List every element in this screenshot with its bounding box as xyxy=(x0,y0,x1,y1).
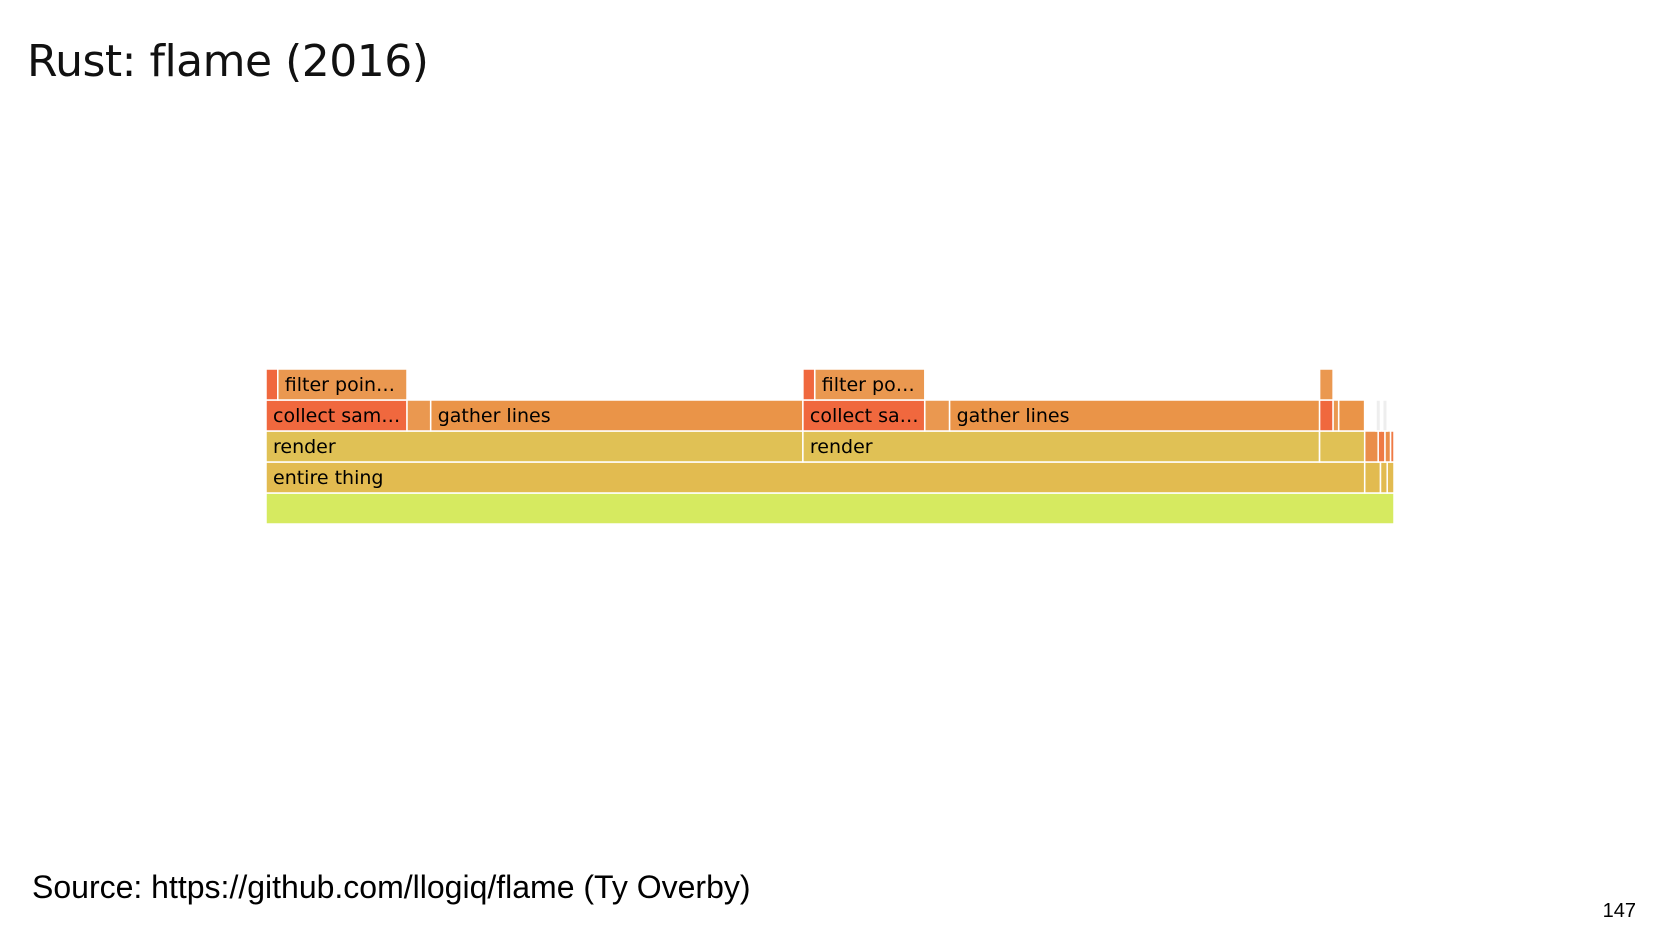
flame-frame-rect xyxy=(1318,399,1334,432)
flame-frame-label: collect sa… xyxy=(810,405,919,427)
flame-frame-small-l1-a[interactable] xyxy=(1363,461,1382,494)
flame-frame-label: gather lines xyxy=(957,405,1070,427)
flame-frame-small-l3-b[interactable] xyxy=(1332,399,1340,432)
flame-frame-rect xyxy=(1384,430,1392,463)
flame-frame-label: render xyxy=(273,436,336,458)
flame-frame-rect xyxy=(265,430,804,463)
flame-frame-label: render xyxy=(810,436,873,458)
flame-frame-rect xyxy=(802,399,926,432)
flame-frame-rect xyxy=(1381,399,1388,432)
flame-frame-rect xyxy=(802,430,1321,463)
flame-frame-gap-1[interactable] xyxy=(406,399,432,432)
flame-frame-rect xyxy=(1379,461,1389,494)
flame-frame-small-l3-c[interactable] xyxy=(1337,399,1366,432)
flame-frame-filter-1-stub[interactable] xyxy=(265,368,279,401)
flame-frame-rect xyxy=(1363,461,1382,494)
flame-frame-label: filter poin… xyxy=(285,374,395,396)
flame-frame-filter-1[interactable]: filter poin… xyxy=(277,368,408,401)
flame-frame-small-l4-a[interactable] xyxy=(1318,368,1334,401)
flame-frame-rect xyxy=(1332,399,1340,432)
flame-frame-rect xyxy=(265,492,1395,525)
flame-frame-rect xyxy=(924,399,951,432)
flame-frame-entire-thing[interactable]: entire thing xyxy=(265,461,1366,494)
flame-frame-small-l2-b[interactable] xyxy=(1363,430,1379,463)
flame-frame-label: filter po… xyxy=(822,374,915,396)
flame-frame-label: entire thing xyxy=(273,467,383,489)
flame-frame-rect xyxy=(1386,461,1395,494)
flame-frame-small-l3-e[interactable] xyxy=(1381,399,1388,432)
flame-frame-small-l2-a[interactable] xyxy=(1318,430,1366,463)
flame-frame-label: collect sam… xyxy=(273,405,400,427)
flame-frame-rect xyxy=(265,461,1366,494)
flame-frame-gather-2[interactable]: gather lines xyxy=(948,399,1321,432)
flame-frame-render-1[interactable]: render xyxy=(265,430,804,463)
flame-frame-small-l3-a[interactable] xyxy=(1318,399,1334,432)
slide-title: Rust: flame (2016) xyxy=(27,36,429,87)
flame-frame-rect xyxy=(265,399,408,432)
flame-frame-rect xyxy=(1318,368,1334,401)
source-citation: Source: https://github.com/llogiq/flame … xyxy=(32,869,751,905)
flame-frame-rect xyxy=(1318,430,1366,463)
flame-frame-render-2[interactable]: render xyxy=(802,430,1321,463)
flame-frame-filter-2-stub[interactable] xyxy=(802,368,816,401)
flame-frame-collect-2[interactable]: collect sa… xyxy=(802,399,926,432)
page-number: 147 xyxy=(1602,900,1636,922)
flame-frame-gather-1[interactable]: gather lines xyxy=(429,399,804,432)
flame-frame-label: gather lines xyxy=(438,405,551,427)
flame-frame-rect xyxy=(1337,399,1366,432)
flame-frame-small-l2-c[interactable] xyxy=(1377,430,1386,463)
flame-frame-rect xyxy=(277,368,408,401)
flame-frame-gap-2[interactable] xyxy=(924,399,951,432)
flame-frame-small-l1-c[interactable] xyxy=(1386,461,1395,494)
flame-frame-rect xyxy=(1377,430,1386,463)
flame-frame-root[interactable] xyxy=(265,492,1395,525)
flame-frame-small-l2-d[interactable] xyxy=(1384,430,1392,463)
flame-frame-rect xyxy=(265,368,279,401)
flame-frame-small-l3-d[interactable] xyxy=(1375,399,1382,432)
flame-frame-small-l2-e[interactable] xyxy=(1389,430,1395,463)
flame-frame-rect xyxy=(814,368,926,401)
flame-frame-filter-2[interactable]: filter po… xyxy=(814,368,926,401)
flame-frame-rect xyxy=(406,399,432,432)
flame-frame-rect xyxy=(1389,430,1395,463)
flame-frame-rect xyxy=(1375,399,1382,432)
flame-frame-rect xyxy=(429,399,804,432)
flame-frame-rect xyxy=(1363,430,1379,463)
flame-frame-collect-1[interactable]: collect sam… xyxy=(265,399,408,432)
flame-frame-rect xyxy=(948,399,1321,432)
flame-frame-small-l1-b[interactable] xyxy=(1379,461,1389,494)
flame-frame-rect xyxy=(802,368,816,401)
